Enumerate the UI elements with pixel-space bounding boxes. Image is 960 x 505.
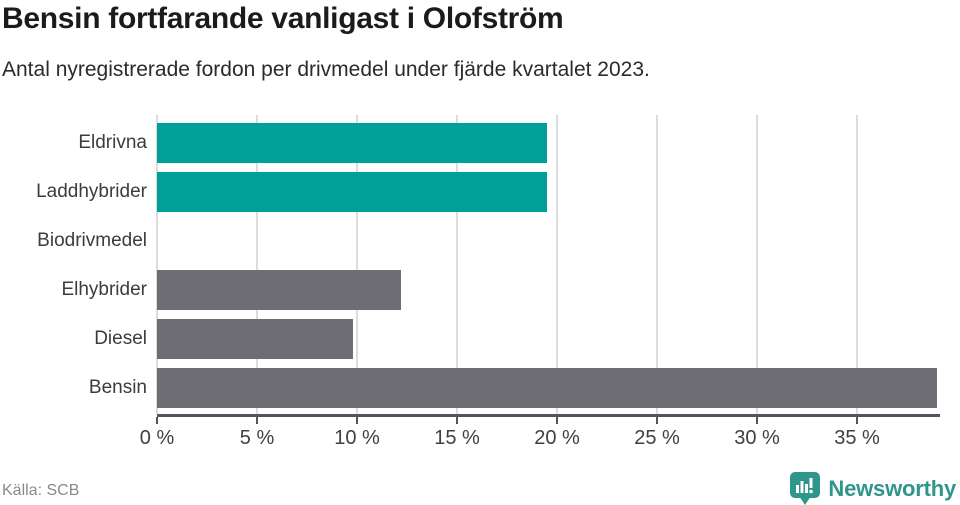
x-axis-tick-label: 5 % — [239, 427, 275, 449]
x-axis-tick — [256, 417, 258, 424]
newsworthy-icon — [790, 472, 821, 505]
gridline — [556, 115, 558, 414]
source-credit: Källa: SCB — [2, 482, 80, 499]
x-axis-tick — [356, 417, 358, 424]
gridline — [656, 115, 658, 414]
category-label: Eldrivna — [78, 132, 147, 153]
bar-elhybrider — [157, 270, 401, 310]
category-label: Bensin — [88, 377, 147, 398]
bar-laddhybrider — [157, 172, 547, 212]
x-axis-tick-label: 25 % — [634, 427, 680, 449]
brand-name: Newsworthy — [828, 475, 956, 501]
gridline — [456, 115, 458, 414]
x-axis-tick — [156, 417, 158, 424]
gridline — [156, 115, 158, 414]
category-label: Biodrivmedel — [37, 230, 147, 251]
gridline — [256, 115, 258, 414]
chart-subtitle: Antal nyregistrerade fordon per drivmede… — [2, 58, 650, 81]
x-axis-tick — [456, 417, 458, 424]
x-axis-tick-label: 35 % — [834, 427, 880, 449]
x-axis-line — [157, 414, 940, 417]
brand-logo: Newsworthy — [790, 472, 956, 505]
bar-diesel — [157, 319, 353, 359]
bar-eldrivna — [157, 123, 547, 163]
bar-bensin — [157, 368, 937, 408]
category-label: Elhybrider — [61, 279, 147, 300]
x-axis-tick-label: 15 % — [434, 427, 480, 449]
x-axis-tick-label: 30 % — [734, 427, 780, 449]
category-label: Diesel — [94, 328, 147, 349]
x-axis-tick-label: 10 % — [334, 427, 380, 449]
x-axis-tick-label: 0 % — [139, 427, 175, 449]
plot-area: Eldrivna Laddhybrider Biodrivmedel Elhybrid… — [36, 115, 940, 459]
category-label: Laddhybrider — [36, 181, 147, 202]
x-axis-tick — [656, 417, 658, 424]
gridline — [856, 115, 858, 414]
gridline — [756, 115, 758, 414]
x-axis-tick — [756, 417, 758, 424]
x-axis-tick-label: 20 % — [534, 427, 580, 449]
x-axis-tick — [556, 417, 558, 424]
gridline — [356, 115, 358, 414]
chart-title: Bensin fortfarande vanligast i Olofström — [2, 2, 564, 35]
x-axis-tick — [856, 417, 858, 424]
